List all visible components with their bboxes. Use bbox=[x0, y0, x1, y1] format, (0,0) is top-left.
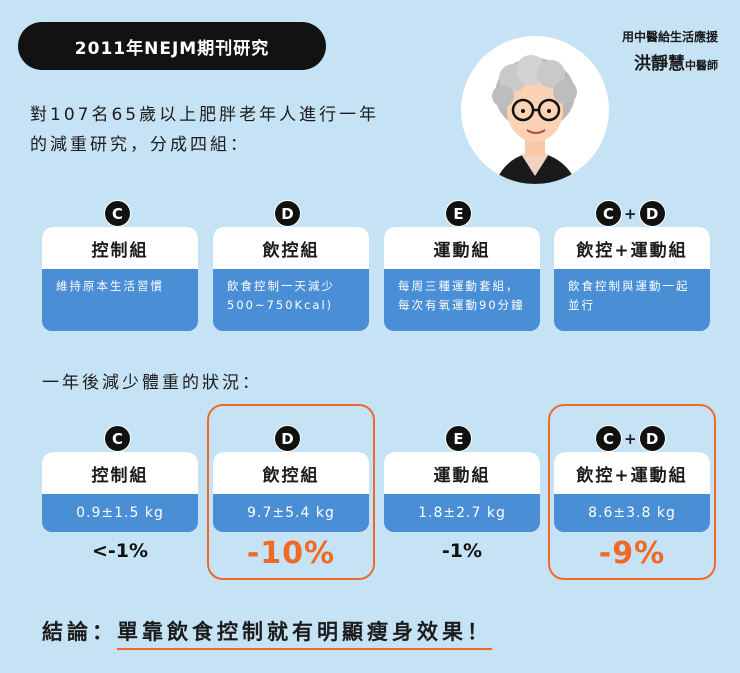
result-card-control: 控制組 0.9±1.5 kg bbox=[42, 452, 198, 532]
weight-loss-value: 9.7±5.4 kg bbox=[247, 504, 335, 521]
doctor-avatar bbox=[461, 36, 609, 184]
badge-c: C bbox=[104, 425, 131, 452]
badge-letter: D bbox=[274, 425, 301, 452]
group-card-control: 控制組 維持原本生活習慣 bbox=[42, 227, 198, 331]
conclusion: 結論：單靠飲食控制就有明顯瘦身效果！ bbox=[42, 616, 492, 650]
author-suffix: 中醫師 bbox=[685, 59, 718, 72]
group-name: 飲控組 bbox=[213, 227, 369, 269]
badge-plus: + bbox=[624, 204, 637, 223]
conclusion-text: 單靠飲食控制就有明顯瘦身效果！ bbox=[117, 620, 492, 650]
badge-letter: C bbox=[595, 425, 622, 452]
badge-d: D bbox=[274, 425, 301, 452]
badge-c-plus-d: C + D bbox=[595, 425, 666, 452]
title-pill: 2011年NEJM期刊研究 bbox=[18, 22, 326, 70]
author-name: 洪靜慧 bbox=[634, 54, 685, 74]
badge-plus: + bbox=[624, 429, 637, 448]
badge-d: D bbox=[274, 200, 301, 227]
group-card-diet-exercise: 飲控+運動組 飲食控制與運動一起並行 bbox=[554, 227, 710, 331]
conclusion-label: 結論： bbox=[42, 620, 117, 644]
badge-letter: C bbox=[595, 200, 622, 227]
author-signature: 用中醫給生活應援 洪靜慧中醫師 bbox=[622, 28, 718, 74]
group-name: 飲控+運動組 bbox=[554, 452, 710, 494]
intro-text: 對107名65歲以上肥胖老年人進行一年 的減重研究，分成四組： bbox=[30, 100, 450, 160]
badge-e: E bbox=[445, 200, 472, 227]
percent-change-exercise: -1% bbox=[441, 540, 483, 562]
group-name: 運動組 bbox=[384, 452, 540, 494]
doctor-illustration-icon bbox=[492, 55, 577, 184]
group-name: 控制組 bbox=[42, 227, 198, 269]
author-subtitle: 用中醫給生活應援 bbox=[621, 30, 718, 44]
group-name: 控制組 bbox=[42, 452, 198, 494]
percent-change-diet: -10% bbox=[246, 536, 336, 571]
group-description: 飲食控制與運動一起並行 bbox=[568, 279, 690, 312]
badge-letter: D bbox=[638, 425, 666, 452]
group-description: 每周三種運動套組，每次有氧運動90分鐘 bbox=[398, 279, 525, 312]
badge-letter: E bbox=[445, 200, 472, 227]
badge-letter: D bbox=[638, 200, 666, 227]
result-card-diet-exercise: 飲控+運動組 8.6±3.8 kg bbox=[554, 452, 710, 532]
percent-change-diet-exercise: -9% bbox=[598, 536, 666, 571]
percent-change-control: <-1% bbox=[91, 540, 149, 562]
badge-letter: C bbox=[104, 425, 131, 452]
result-card-diet: 飲控組 9.7±5.4 kg bbox=[213, 452, 369, 532]
badge-letter: C bbox=[104, 200, 131, 227]
group-name: 飲控組 bbox=[213, 452, 369, 494]
group-card-diet: 飲控組 飲食控制一天減少500~750Kcal) bbox=[213, 227, 369, 331]
weight-loss-value: 0.9±1.5 kg bbox=[76, 504, 164, 521]
highlight-frame-diet-exercise bbox=[548, 404, 716, 580]
highlight-frame-diet bbox=[207, 404, 375, 580]
weight-loss-value: 1.8±2.7 kg bbox=[418, 504, 506, 521]
weight-loss-value: 8.6±3.8 kg bbox=[588, 504, 676, 521]
group-description: 飲食控制一天減少500~750Kcal) bbox=[227, 279, 335, 312]
group-card-exercise: 運動組 每周三種運動套組，每次有氧運動90分鐘 bbox=[384, 227, 540, 331]
intro-line-1: 對107名65歲以上肥胖老年人進行一年 bbox=[30, 105, 380, 125]
group-name: 飲控+運動組 bbox=[554, 227, 710, 269]
group-name: 運動組 bbox=[384, 227, 540, 269]
section-title: 一年後減少體重的狀況： bbox=[42, 373, 262, 393]
badge-e: E bbox=[445, 425, 472, 452]
badge-letter: E bbox=[445, 425, 472, 452]
group-description: 維持原本生活習慣 bbox=[56, 279, 164, 293]
page-title: 2011年NEJM期刊研究 bbox=[74, 38, 270, 59]
badge-c-plus-d: C + D bbox=[595, 200, 666, 227]
badge-c: C bbox=[104, 200, 131, 227]
badge-letter: D bbox=[274, 200, 301, 227]
result-card-exercise: 運動組 1.8±2.7 kg bbox=[384, 452, 540, 532]
intro-line-2: 的減重研究，分成四組： bbox=[30, 135, 250, 155]
